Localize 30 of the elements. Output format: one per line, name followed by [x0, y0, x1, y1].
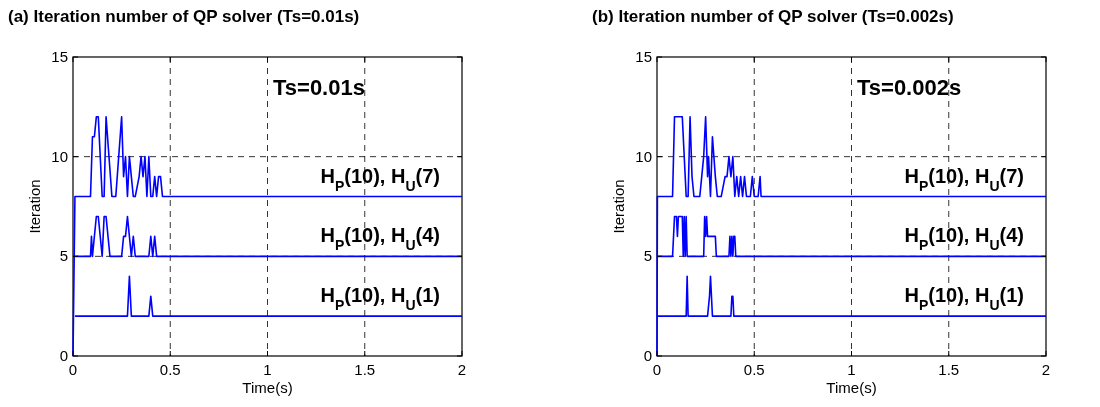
series-label: H$_{P}$(10), H$_{U}$(4)	[904, 224, 1024, 254]
x-tick-label: 0.5	[159, 361, 181, 378]
x-tick-label: 1	[263, 361, 272, 378]
x-tick-label: 1.5	[354, 361, 376, 378]
y-tick-label: 15	[51, 48, 68, 65]
x-axis-title: Time(s)	[242, 379, 293, 396]
y-axis-title: Iteration	[610, 179, 627, 234]
y-tick-label: 0	[643, 347, 652, 364]
chart-title: (b) Iteration number of QP solver (Ts=0.002s)	[592, 7, 954, 26]
series-label: H$_{P}$(10), H$_{U}$(4)	[320, 224, 440, 254]
y-tick-label: 0	[59, 347, 68, 364]
y-tick-label: 5	[59, 247, 68, 265]
series-label: H$_{P}$(10), H$_{U}$(1)	[320, 284, 440, 314]
y-tick-label: 15	[635, 48, 652, 65]
x-axis-title: Time(s)	[826, 379, 877, 396]
y-tick-label: 5	[643, 247, 652, 265]
series-label: H$_{P}$(10), H$_{U}$(1)	[904, 284, 1024, 314]
x-tick-label: 1.5	[938, 361, 960, 378]
x-tick-label: 0.5	[743, 361, 765, 378]
y-tick-label: 10	[51, 147, 68, 165]
y-axis-title: Iteration	[26, 179, 43, 234]
series-label: H$_{P}$(10), H$_{U}$(7)	[904, 164, 1024, 194]
y-tick-label: 10	[635, 147, 652, 165]
chart-title: (a) Iteration number of QP solver (Ts=0.01s)	[8, 7, 360, 26]
annotation: Ts=0.002s	[857, 75, 962, 100]
annotation: Ts=0.01s	[273, 75, 365, 100]
x-tick-label: 2	[1041, 361, 1051, 378]
series-label: H$_{P}$(10), H$_{U}$(7)	[320, 164, 440, 194]
x-tick-label: 2	[457, 361, 467, 378]
x-tick-label: 1	[847, 361, 856, 378]
